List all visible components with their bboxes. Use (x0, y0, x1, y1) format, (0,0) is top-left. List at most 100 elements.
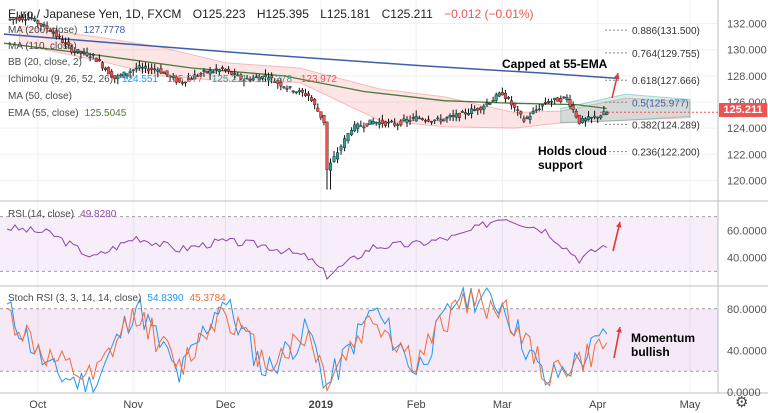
open-value: O125.223 (192, 7, 246, 21)
candle-body (559, 98, 563, 102)
candle-body (451, 115, 455, 118)
close-value: C125.211 (381, 7, 433, 21)
candle-body (316, 107, 320, 112)
candle-body (193, 74, 197, 80)
ma110-legend[interactable]: MA (110, close) (8, 41, 77, 53)
price-tick-5: 122.000 (727, 149, 767, 161)
ichimoku-value-1: 124.551 (121, 74, 158, 85)
candle-body (113, 75, 117, 80)
candle-body (427, 119, 431, 122)
candle-body (531, 111, 535, 114)
candle-body (522, 118, 526, 122)
candle-body (300, 89, 304, 93)
candle-body (516, 109, 520, 111)
candle-body (273, 81, 277, 83)
candle-body (211, 71, 215, 73)
candle-body (374, 121, 378, 124)
candle-body (134, 67, 138, 70)
candle-body (245, 77, 249, 80)
candle-body (546, 101, 550, 103)
candle-body (119, 74, 123, 77)
stoch-tick-0: 80.0000 (727, 304, 767, 316)
candle-body (104, 67, 108, 70)
candle-body (64, 42, 68, 44)
candle-body (553, 97, 557, 100)
candle-body (411, 117, 415, 119)
time-tick-1: Nov (123, 399, 143, 411)
arrow-main-head (613, 73, 620, 79)
ichimoku-cloud (18, 25, 691, 129)
rsi-line (6, 219, 608, 280)
candle-body (85, 52, 89, 56)
candle-body (165, 70, 169, 76)
candle-body (599, 115, 603, 119)
candle-body (350, 130, 354, 135)
time-tick-5: Mar (493, 399, 512, 411)
candle-body (288, 86, 292, 88)
candle-body (39, 23, 43, 26)
ichimoku-legend[interactable]: Ichimoku (9, 26, 52, 26) 124.551 125.577… (8, 74, 337, 86)
candle-body (60, 39, 64, 43)
candle-body (236, 74, 240, 77)
candle-body (420, 118, 424, 120)
annotation-momentum-1: Momentum (631, 331, 695, 345)
candle-body (442, 118, 446, 122)
candle-body (393, 122, 397, 126)
candle-body (329, 162, 333, 171)
candle-body (534, 109, 538, 112)
ema55-legend[interactable]: EMA (55, close) 125.5045 (8, 108, 126, 120)
fib-label-0: 0.886(131.500) (632, 26, 700, 37)
candle-body (396, 124, 400, 126)
annotation-holds-2: support (538, 158, 583, 172)
candle-body (122, 71, 126, 78)
ma200-legend[interactable]: MA (200, close) 127.7778 (8, 25, 125, 37)
price-tick-4: 124.000 (727, 123, 767, 135)
candle-body (383, 121, 387, 126)
candle-body (543, 102, 547, 104)
candle-body (94, 57, 98, 63)
candle-body (128, 71, 132, 74)
annotation-capped: Capped at 55-EMA (502, 57, 608, 71)
candle-body (605, 112, 609, 115)
candle-body (359, 125, 363, 127)
low-value: L125.181 (320, 7, 371, 21)
candle-body (325, 121, 329, 170)
stoch-tick-2: 0.0000 (727, 387, 761, 399)
candle-body (297, 90, 301, 93)
stoch-line-k (6, 286, 608, 394)
candle-body (513, 102, 517, 108)
rsi-tick-1: 40.0000 (727, 253, 767, 265)
arrow-stoch-head (616, 327, 622, 333)
ichimoku-value-2: 125.577 (166, 74, 203, 85)
candle-body (387, 121, 391, 124)
candle-body (307, 93, 311, 97)
rsi-legend[interactable]: RSI (14, close) 49.8280 (8, 209, 116, 221)
candle-body (500, 92, 504, 96)
stoch-legend[interactable]: Stoch RSI (3, 3, 14, 14, close) 54.8390 45… (8, 293, 226, 305)
candle-body (528, 115, 532, 120)
ma200-line (3, 33, 620, 80)
stoch-tick-1: 40.0000 (727, 345, 767, 357)
candle-body (494, 94, 498, 101)
symbol-title[interactable]: Euro / Japanese Yen, 1D, FXCM (8, 7, 182, 21)
candle-body (380, 119, 384, 124)
candle-body (596, 116, 600, 119)
bb-legend[interactable]: BB (20, close, 2) (8, 57, 82, 69)
candle-body (365, 123, 369, 127)
ichimoku-value-5: 123.972 (300, 74, 337, 85)
ema55-line (3, 42, 607, 110)
candle-body (8, 18, 12, 21)
candle-body (346, 133, 350, 142)
stoch-label: Stoch RSI (3, 3, 14, 14, close) (8, 293, 142, 304)
candle-body (291, 90, 295, 93)
ema55-label: EMA (55, close) (8, 108, 79, 119)
candle-body (208, 70, 212, 75)
gear-icon[interactable]: ⚙ (735, 394, 749, 411)
fib-label-3: 0.5(125.977) (632, 98, 689, 109)
stoch-k-value: 54.8390 (147, 293, 184, 304)
candle-body (131, 69, 135, 72)
candle-body (27, 17, 31, 20)
ma50-legend[interactable]: MA (50, close) (8, 91, 72, 103)
candle-body (107, 67, 111, 75)
